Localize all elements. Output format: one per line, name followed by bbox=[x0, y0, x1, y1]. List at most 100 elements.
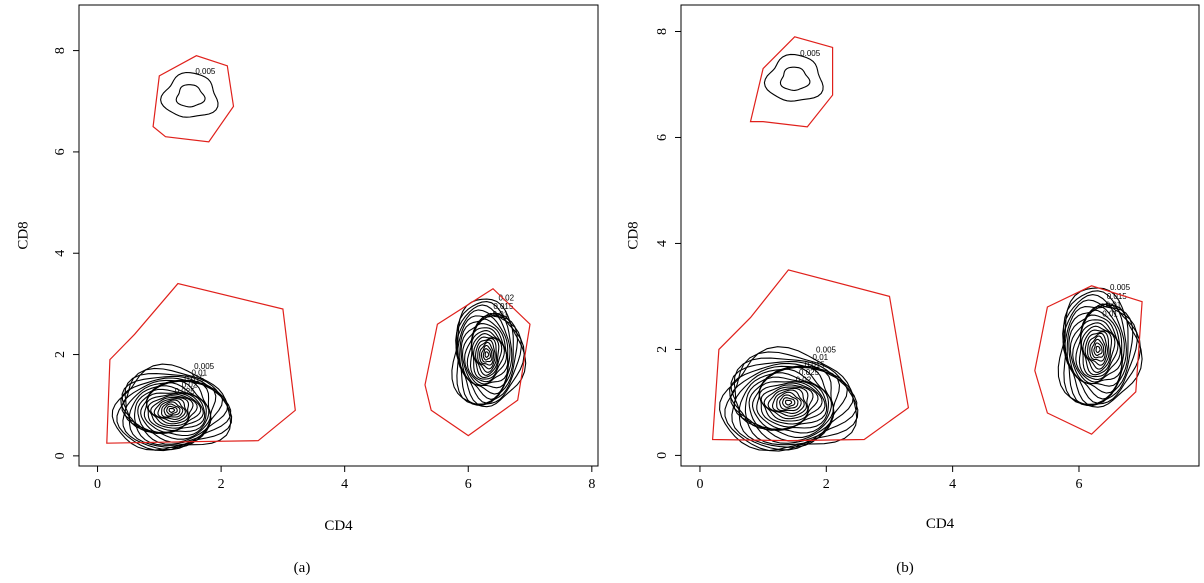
contour-level-label: 0.01 bbox=[493, 310, 509, 319]
panel-label: (a) bbox=[294, 560, 311, 576]
contour-level-label: 0.005 bbox=[816, 346, 837, 355]
contour-group: 0.0050.010.0150.0250.020.0050.0150.010.0… bbox=[719, 49, 1143, 452]
contour-line bbox=[150, 397, 190, 425]
contour-group: 0.0050.010.0150.020.0250.020.0150.010.00… bbox=[111, 67, 527, 452]
x-tick-label: 6 bbox=[465, 477, 472, 492]
contour-line bbox=[751, 372, 828, 431]
contour-line bbox=[143, 388, 204, 434]
contour-line bbox=[122, 373, 232, 451]
contour-line bbox=[160, 71, 219, 118]
contour-level-label: 0.015 bbox=[1107, 292, 1128, 301]
contour-line bbox=[161, 401, 184, 418]
x-tick-label: 2 bbox=[218, 477, 225, 492]
contour-line bbox=[748, 368, 830, 431]
contour-level-label: 0.02 bbox=[182, 381, 198, 390]
contour-line bbox=[470, 330, 505, 380]
y-tick-label: 4 bbox=[655, 240, 670, 247]
contour-line bbox=[121, 379, 217, 445]
contour-line bbox=[1087, 332, 1108, 366]
y-tick-label: 8 bbox=[53, 47, 68, 54]
contour-line bbox=[175, 84, 206, 108]
gate-polygon bbox=[152, 55, 235, 143]
contour-line bbox=[767, 387, 808, 417]
contour-level-label: 0.005 bbox=[800, 49, 821, 58]
contour-line bbox=[484, 351, 490, 358]
contour-line bbox=[1084, 331, 1110, 370]
contour-line bbox=[168, 407, 176, 413]
panel-a: 0 2 4 6 802468CD4CD8(a)0.0050.010.0150.020.0… bbox=[15, 4, 599, 576]
x-tick-label: 0 bbox=[696, 477, 703, 492]
contour-level-label: 0.015 bbox=[805, 361, 826, 370]
contour-line bbox=[166, 405, 178, 415]
x-tick-label: 4 bbox=[341, 477, 348, 492]
plot-frame bbox=[680, 4, 1200, 467]
contour-line bbox=[479, 341, 495, 366]
contour-level-label: 0.01 bbox=[191, 368, 207, 377]
x-tick-label: 0 bbox=[94, 477, 101, 492]
contour-line bbox=[744, 366, 832, 434]
contour-line bbox=[1078, 319, 1121, 381]
y-tick-label: 6 bbox=[53, 148, 68, 155]
y-tick-label: 6 bbox=[655, 134, 670, 141]
contour-line bbox=[731, 357, 858, 451]
contour-line bbox=[1063, 290, 1142, 405]
contour-line bbox=[729, 362, 848, 446]
y-axis-label: CD8 bbox=[625, 221, 641, 249]
contour-line bbox=[111, 363, 232, 451]
y-tick-label: 0 bbox=[53, 452, 68, 459]
contour-line bbox=[738, 365, 835, 438]
contour-line bbox=[1080, 322, 1119, 378]
contour-line bbox=[1089, 335, 1107, 362]
contour-line bbox=[763, 386, 809, 420]
contour-line bbox=[776, 391, 802, 412]
contour-line bbox=[128, 379, 212, 440]
contour-line bbox=[756, 376, 826, 430]
contour-level-label: 0.005 bbox=[1110, 283, 1131, 292]
contour-line bbox=[464, 318, 509, 386]
contour-level-label: 0.015 bbox=[493, 302, 514, 311]
y-tick-label: 0 bbox=[655, 452, 670, 459]
contour-line bbox=[153, 398, 188, 423]
contour-line bbox=[475, 337, 498, 373]
x-axis-label: CD4 bbox=[324, 518, 353, 534]
contour-line bbox=[120, 377, 224, 446]
contour-level-label: 0.02 bbox=[498, 294, 514, 303]
y-tick-label: 2 bbox=[655, 346, 670, 353]
y-tick-label: 2 bbox=[53, 351, 68, 358]
x-tick-label: 6 bbox=[1075, 477, 1082, 492]
x-tick-label: 2 bbox=[823, 477, 830, 492]
contour-line bbox=[1075, 314, 1123, 383]
contour-level-label: 0.025 bbox=[799, 368, 820, 377]
contour-line bbox=[785, 399, 793, 406]
contour-line bbox=[1069, 305, 1123, 387]
contour-level-label: 0.01 bbox=[1106, 301, 1122, 310]
contour-level-label: 0.005 bbox=[194, 362, 215, 371]
contour-line bbox=[451, 298, 527, 408]
contour-line bbox=[140, 385, 206, 435]
contour-line bbox=[782, 397, 796, 408]
contour-line bbox=[477, 339, 496, 370]
contour-line bbox=[730, 365, 841, 444]
contour-level-label: 0.02 bbox=[796, 376, 812, 385]
contour-level-label: 0.025 bbox=[175, 387, 196, 396]
x-tick-label: 4 bbox=[949, 477, 956, 492]
contour-level-label: 0.01 bbox=[1102, 310, 1118, 319]
contour-line bbox=[163, 403, 181, 417]
contour-line bbox=[461, 314, 509, 389]
contour-line bbox=[116, 367, 233, 452]
contour-line bbox=[482, 348, 492, 361]
contour-level-label: 0.01 bbox=[813, 353, 829, 362]
contour-line bbox=[1057, 287, 1143, 408]
gate-polygon bbox=[711, 269, 910, 442]
contour-line bbox=[763, 53, 824, 102]
contour-line bbox=[771, 389, 805, 414]
contour-line bbox=[1091, 338, 1105, 359]
contour-line bbox=[1093, 342, 1103, 356]
contour-line bbox=[724, 351, 859, 452]
contour-line bbox=[469, 327, 508, 383]
contour-level-label: 0.015 bbox=[184, 374, 205, 383]
x-axis-label: CD4 bbox=[926, 516, 955, 532]
y-tick-label: 8 bbox=[655, 28, 670, 35]
contour-line bbox=[1062, 299, 1134, 407]
